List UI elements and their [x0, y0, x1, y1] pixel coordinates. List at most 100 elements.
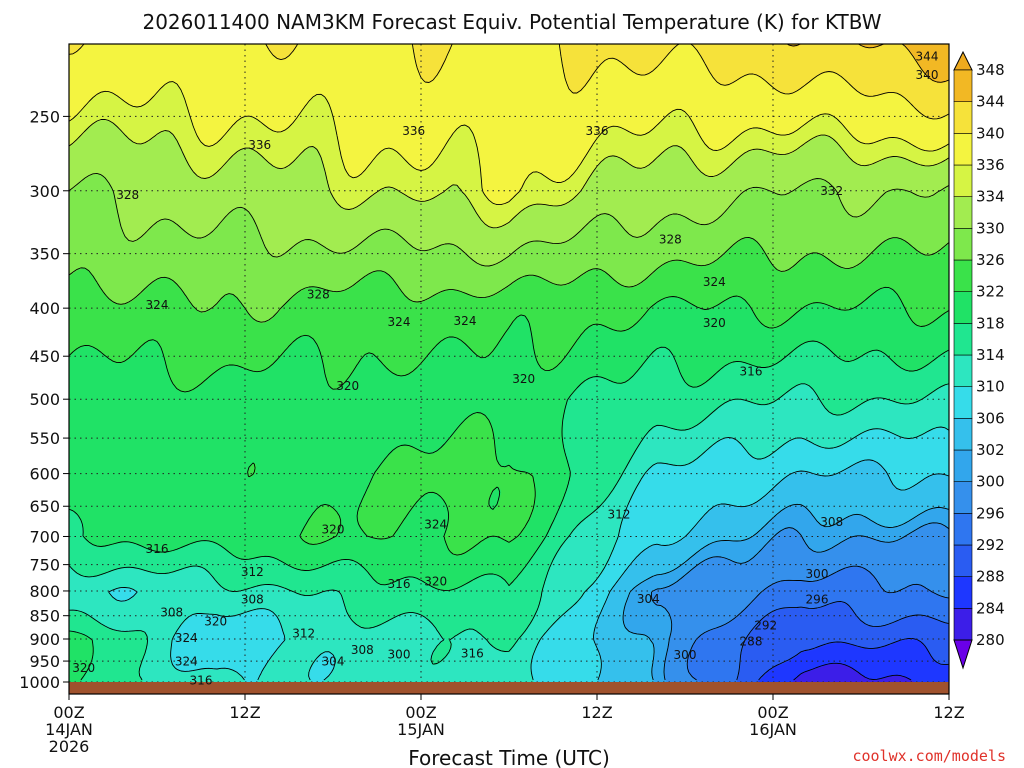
colorbar-label: 310 — [976, 378, 1005, 396]
y-tick-label: 850 — [29, 607, 60, 626]
contour-label: 328 — [307, 288, 330, 302]
y-tick-label: 1000 — [19, 673, 60, 692]
colorbar-swatch — [953, 576, 973, 609]
contour-284 — [793, 662, 912, 681]
plot-frame — [68, 43, 950, 695]
colorbar-label: 288 — [976, 568, 1005, 586]
colorbar-swatch — [953, 259, 973, 292]
y-tick-label: 950 — [29, 652, 60, 671]
contour-label: 336 — [248, 138, 271, 152]
y-axis: 250 300 350 400 450 500 550 600 650 700 750 800 850 9… — [19, 107, 69, 692]
contour-314 — [69, 383, 949, 681]
contour-label: 340 — [916, 68, 939, 82]
contour-318 — [69, 340, 949, 681]
colorbar: 280 284 288 292 296 300 302 306 310 314 318 322 326 3… — [953, 50, 1005, 670]
contour-label: 324 — [454, 314, 477, 328]
colorbar-label: 326 — [976, 251, 1005, 269]
contour-label: 308 — [820, 515, 843, 529]
contour-lines — [69, 44, 949, 681]
contour-label: 300 — [388, 648, 411, 662]
contour-label: 320 — [512, 372, 535, 386]
temperature-field — [69, 44, 949, 682]
colorbar-label: 336 — [976, 156, 1005, 174]
contour-label: 288 — [740, 634, 763, 648]
y-tick-label: 400 — [29, 299, 60, 318]
colorbar-swatch — [953, 449, 973, 482]
y-tick-label: 800 — [29, 582, 60, 601]
contour-label: 320 — [336, 379, 359, 393]
grid-lines — [69, 44, 949, 682]
colorbar-swatch — [953, 418, 973, 451]
contour-label: 324 — [146, 298, 169, 312]
y-tick-label: 750 — [29, 556, 60, 575]
colorbar-label: 292 — [976, 536, 1005, 554]
x-tick-label: 00Z — [405, 703, 436, 722]
contour-label: 320 — [204, 614, 227, 628]
y-tick-label: 900 — [29, 630, 60, 649]
contour-label: 308 — [241, 593, 264, 607]
contour-label: 320 — [424, 575, 447, 589]
credit-text: coolwx.com/models — [852, 747, 1006, 765]
colorbar-top-arrow — [953, 50, 973, 71]
contour-labels: 344 340 336 336 336 332 328 328 328 324 324 324 324 3… — [72, 50, 938, 688]
contour-label: 312 — [292, 627, 315, 641]
colorbar-label: 296 — [976, 504, 1005, 522]
contour-label: 328 — [116, 188, 139, 202]
colorbar-swatch — [953, 291, 973, 324]
colorbar-swatch — [953, 513, 973, 546]
contour-334 — [69, 118, 949, 229]
y-tick-label: 300 — [29, 182, 60, 201]
x-tick-label: 14JAN — [45, 720, 93, 739]
contour-label: 304 — [322, 655, 345, 669]
x-tick-label: 12Z — [581, 703, 612, 722]
colorbar-swatch — [953, 69, 973, 102]
contour-label: 312 — [608, 507, 631, 521]
contour-label: 324 — [175, 631, 198, 645]
contour-label: 316 — [740, 364, 763, 378]
contour-label: 316 — [146, 542, 169, 556]
contour-label: 316 — [190, 673, 213, 687]
contour-label: 300 — [806, 567, 829, 581]
contour-label: 336 — [586, 124, 609, 138]
colorbar-swatch — [953, 608, 973, 641]
x-tick-label: 12Z — [229, 703, 260, 722]
contour-label: 324 — [175, 655, 198, 669]
contour-label: 332 — [820, 184, 843, 198]
contour-label: 328 — [659, 232, 682, 246]
colorbar-swatch — [953, 354, 973, 387]
colorbar-label: 318 — [976, 314, 1005, 332]
contour-label: 336 — [402, 124, 425, 138]
contour-340 — [69, 44, 949, 120]
y-tick-label: 650 — [29, 497, 60, 516]
contour-330 — [69, 172, 949, 267]
contour-label: 320 — [322, 522, 345, 536]
colorbar-bottom-arrow — [953, 639, 973, 670]
y-tick-label: 700 — [29, 527, 60, 546]
colorbar-label: 322 — [976, 283, 1005, 301]
contour-326 — [69, 236, 949, 323]
y-tick-label: 600 — [29, 465, 60, 484]
contour-322 — [69, 286, 949, 556]
colorbar-label: 302 — [976, 441, 1005, 459]
colorbar-label: 280 — [976, 631, 1005, 649]
y-tick-label: 350 — [29, 245, 60, 264]
colorbar-label: 344 — [976, 93, 1005, 111]
contour-label: 320 — [72, 661, 95, 675]
x-axis-title: Forecast Time (UTC) — [408, 746, 610, 768]
y-tick-label: 550 — [29, 429, 60, 448]
chart-title: 2026011400 NAM3KM Forecast Equiv. Potent… — [142, 10, 881, 34]
contour-label: 300 — [674, 648, 697, 662]
colorbar-swatch — [953, 164, 973, 197]
colorbar-label: 306 — [976, 409, 1005, 427]
colorbar-swatch — [953, 323, 973, 356]
colorbar-swatch — [953, 386, 973, 419]
contour-label: 344 — [916, 50, 939, 64]
y-tick-label: 250 — [29, 107, 60, 126]
x-tick-label: 12Z — [933, 703, 964, 722]
y-tick-label: 450 — [29, 347, 60, 366]
contour-label: 292 — [754, 619, 777, 633]
contour-label: 312 — [241, 565, 264, 579]
contour-label: 324 — [703, 275, 726, 289]
